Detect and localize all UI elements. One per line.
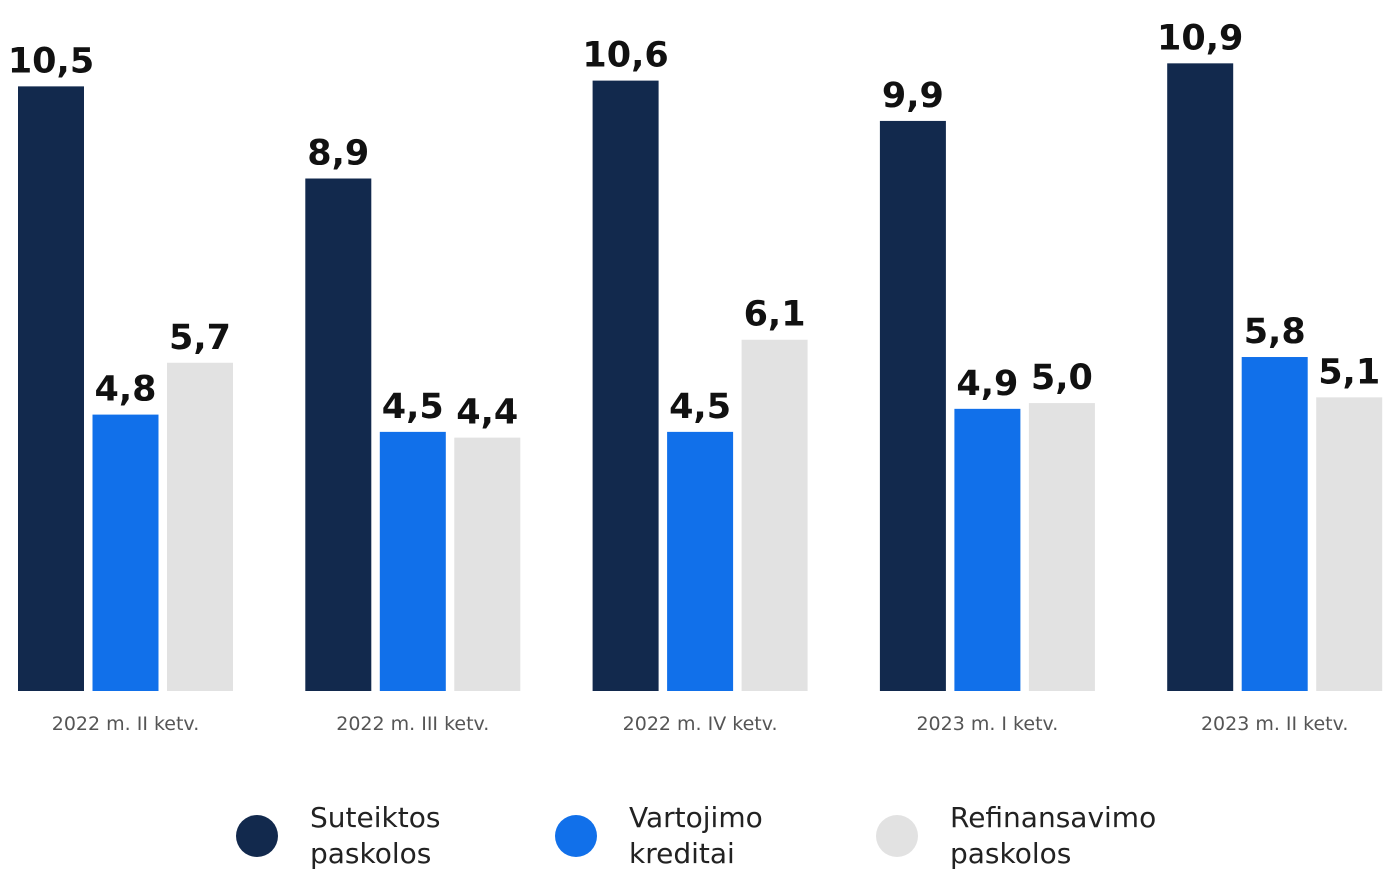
legend-swatch [555, 815, 597, 857]
data-label: 4,5 [669, 387, 731, 427]
legend-item: Refinansavimo paskolos [876, 800, 1180, 872]
bar [92, 414, 159, 691]
x-tick-label: 2022 m. II ketv. [52, 713, 200, 735]
x-tick-label: 2023 m. II ketv. [1201, 713, 1349, 735]
data-label: 10,9 [1157, 18, 1243, 58]
bar [667, 431, 734, 691]
bar [167, 362, 233, 691]
bar [954, 408, 1021, 691]
bar [305, 178, 372, 692]
data-label: 5,7 [169, 318, 231, 358]
data-label: 5,1 [1318, 352, 1380, 392]
bar [1241, 357, 1308, 691]
bar [1316, 397, 1383, 691]
bar [1167, 63, 1234, 691]
data-label: 4,5 [382, 387, 444, 427]
data-label: 6,1 [744, 295, 806, 335]
data-label: 4,9 [956, 364, 1018, 404]
bar [592, 80, 659, 691]
legend-item: Suteiktos paskolos [236, 800, 460, 872]
legend-swatch [236, 815, 278, 857]
legend-label: Refinansavimo paskolos [950, 801, 1157, 870]
legend-swatch [876, 815, 918, 857]
legend-item: Vartojimo kreditai [555, 800, 789, 872]
legend-label: Vartojimo kreditai [629, 801, 763, 870]
bar [18, 86, 84, 691]
data-label: 9,9 [882, 76, 944, 116]
data-label: 4,8 [94, 370, 156, 410]
data-label: 5,8 [1244, 312, 1306, 352]
data-label: 4,4 [456, 393, 518, 433]
data-label: 10,6 [582, 36, 668, 76]
data-label: 8,9 [307, 134, 369, 174]
data-label: 10,5 [8, 41, 94, 81]
x-tick-label: 2023 m. I ketv. [916, 713, 1058, 735]
chart: 2022 m. II ketv. 10,5 4,8 5,7 2022 m. III ke… [8, 18, 1383, 735]
legend-label: Suteiktos paskolos [310, 801, 441, 870]
x-tick-label: 2022 m. IV ketv. [623, 713, 778, 735]
bar [379, 431, 446, 691]
bar [1028, 403, 1095, 691]
data-label: 5,0 [1031, 358, 1093, 398]
x-tick-label: 2022 m. III ketv. [336, 713, 489, 735]
bar [879, 120, 946, 692]
bar [741, 339, 808, 691]
bar [454, 437, 521, 691]
